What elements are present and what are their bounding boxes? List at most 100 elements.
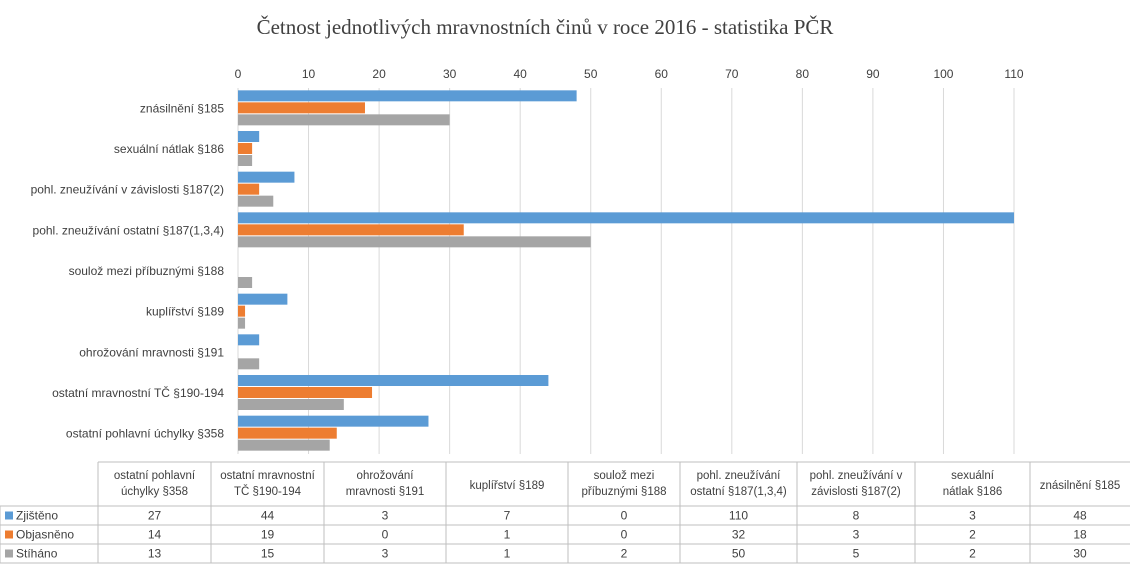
table-cell: 48 bbox=[1073, 509, 1087, 523]
bar bbox=[238, 212, 1014, 224]
legend-swatch bbox=[5, 530, 13, 539]
category-label: znásilnění §185 bbox=[140, 101, 224, 115]
table-cell: 3 bbox=[853, 528, 860, 542]
table-header: příbuznými §188 bbox=[581, 486, 666, 498]
category-label: ostatní pohlavní úchylky §358 bbox=[66, 427, 224, 441]
table-cell: 3 bbox=[382, 547, 389, 561]
table-cell: 30 bbox=[1073, 547, 1087, 561]
chart-title: Četnost jednotlivých mravnostních činů v… bbox=[257, 15, 834, 39]
category-label: pohl. zneužívání ostatní §187(1,3,4) bbox=[33, 223, 224, 237]
table-header: závislosti §187(2) bbox=[811, 486, 901, 498]
x-tick-label: 100 bbox=[933, 67, 953, 81]
legend-swatch bbox=[5, 549, 13, 558]
bar bbox=[238, 131, 260, 142]
table-cell: 3 bbox=[382, 509, 389, 523]
x-axis-ticks: 0 10 20 30 40 50 60 70 80 90 100 110 bbox=[235, 67, 1024, 81]
table-cell: 15 bbox=[261, 547, 275, 561]
x-tick-label: 80 bbox=[796, 67, 810, 81]
table-cell: 18 bbox=[1073, 528, 1087, 542]
x-tick-label: 10 bbox=[302, 67, 316, 81]
category-label: soulož mezi příbuznými §188 bbox=[69, 264, 225, 278]
table-header: sexuální bbox=[951, 470, 995, 482]
table-header: kuplířství §189 bbox=[470, 480, 545, 492]
legend-entry: Objasněno bbox=[16, 528, 74, 542]
table-cell: 0 bbox=[621, 509, 628, 523]
category-label: ohrožování mravnosti §191 bbox=[79, 345, 224, 359]
table-header: pohl. zneužívání bbox=[697, 470, 782, 482]
bars bbox=[238, 90, 1014, 451]
legend-entry: Zjištěno bbox=[16, 509, 58, 523]
bar bbox=[238, 277, 253, 288]
bar bbox=[238, 427, 337, 439]
x-tick-label: 20 bbox=[372, 67, 386, 81]
x-tick-label: 60 bbox=[655, 67, 669, 81]
table-cell: 32 bbox=[732, 528, 746, 542]
table-cell: 19 bbox=[261, 528, 275, 542]
table-cell: 2 bbox=[969, 528, 976, 542]
bar bbox=[238, 236, 591, 248]
bar bbox=[238, 358, 260, 370]
table-cell: 50 bbox=[732, 547, 746, 561]
table-cell: 3 bbox=[969, 509, 976, 523]
bar bbox=[238, 195, 274, 207]
table-cell: 5 bbox=[853, 547, 860, 561]
bar bbox=[238, 224, 464, 236]
table-header: ostatní §187(1,3,4) bbox=[690, 486, 787, 498]
category-label: pohl. zneužívání v závislosti §187(2) bbox=[31, 183, 224, 197]
x-tick-label: 0 bbox=[235, 67, 242, 81]
bar bbox=[238, 375, 549, 386]
x-tick-label: 110 bbox=[1004, 67, 1023, 81]
table-header: ostatní pohlavní bbox=[114, 470, 196, 482]
table-cell: 2 bbox=[621, 547, 628, 561]
table-cell: 13 bbox=[148, 547, 162, 561]
table-cell: 8 bbox=[853, 509, 860, 523]
x-tick-label: 30 bbox=[443, 67, 457, 81]
category-labels: znásilnění §185 sexuální nátlak §186 pohl.… bbox=[31, 101, 225, 440]
table-header: TČ §190-194 bbox=[234, 485, 302, 498]
x-tick-label: 50 bbox=[584, 67, 598, 81]
x-tick-label: 40 bbox=[514, 67, 528, 81]
table-cell: 0 bbox=[621, 528, 628, 542]
bar bbox=[238, 102, 365, 114]
category-label: kuplířství §189 bbox=[146, 305, 224, 319]
gridlines bbox=[237, 88, 1015, 454]
bar bbox=[238, 293, 288, 305]
legend-entry: Stíháno bbox=[16, 547, 58, 561]
bar bbox=[238, 114, 450, 126]
bar bbox=[238, 387, 373, 398]
table-header: soulož mezi bbox=[594, 470, 655, 482]
table-cell: 2 bbox=[969, 547, 976, 561]
x-tick-label: 90 bbox=[866, 67, 880, 81]
legend-swatch bbox=[5, 511, 13, 520]
table-cell: 1 bbox=[504, 547, 511, 561]
bar bbox=[238, 439, 330, 451]
bar bbox=[238, 155, 253, 166]
table-header: pohl. zneužívání v bbox=[810, 470, 903, 482]
table-header: mravnosti §191 bbox=[346, 486, 425, 498]
bar bbox=[238, 415, 429, 427]
x-tick-label: 70 bbox=[725, 67, 739, 81]
table-cell: 110 bbox=[729, 509, 748, 523]
table-cell: 7 bbox=[504, 509, 511, 523]
table-cell: 0 bbox=[382, 528, 389, 542]
bar bbox=[238, 305, 246, 317]
table-cell: 14 bbox=[148, 528, 162, 542]
table-header: ostatní mravnostní bbox=[220, 470, 315, 482]
category-label: ostatní mravnostní TČ §190-194 bbox=[52, 385, 224, 400]
table-header: ohrožování bbox=[357, 470, 415, 482]
bar bbox=[238, 399, 344, 410]
table-cell: 44 bbox=[261, 509, 275, 523]
category-label: sexuální nátlak §186 bbox=[114, 142, 224, 156]
bar bbox=[238, 171, 295, 183]
table-header: úchylky §358 bbox=[121, 486, 188, 498]
table-header: znásilnění §185 bbox=[1040, 480, 1121, 492]
bar bbox=[238, 143, 253, 154]
bar bbox=[238, 317, 246, 329]
bar bbox=[238, 334, 260, 346]
bar bbox=[238, 183, 260, 195]
table-header: nátlak §186 bbox=[943, 486, 1002, 498]
data-table: ostatní pohlavní úchylky §358 ostatní mrav… bbox=[0, 461, 1130, 564]
table-cell: 1 bbox=[504, 528, 511, 542]
table-cell: 27 bbox=[148, 509, 162, 523]
